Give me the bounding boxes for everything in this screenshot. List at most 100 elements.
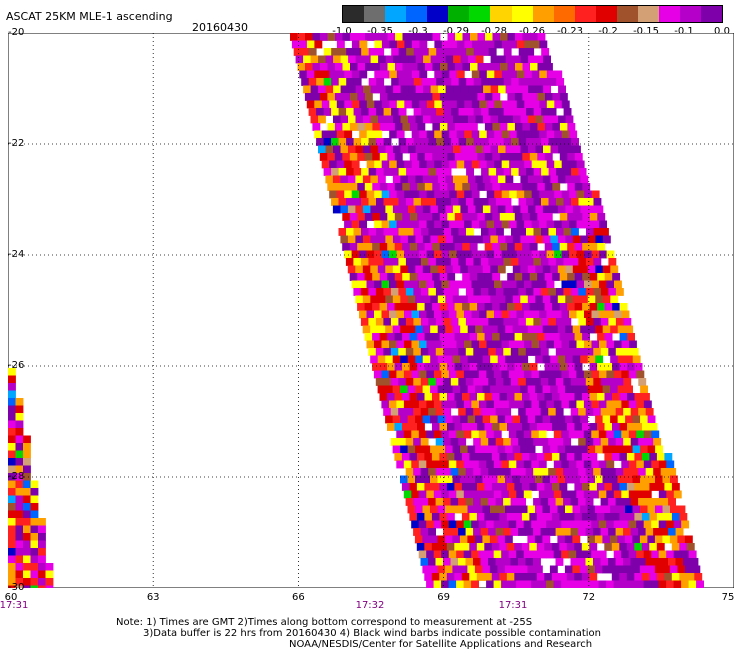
wind-cell (619, 573, 628, 581)
wind-cell (559, 483, 568, 491)
wind-cell (353, 48, 362, 56)
wind-cell (413, 348, 422, 356)
wind-cell (391, 228, 399, 236)
wind-cell (531, 520, 540, 529)
wind-cell (486, 430, 495, 439)
wind-cell (359, 190, 368, 199)
wind-cell (446, 513, 455, 521)
wind-cell (331, 198, 339, 206)
wind-cell (497, 325, 506, 334)
wind-cell (23, 450, 31, 459)
wind-cell (565, 145, 574, 154)
wind-cell (389, 190, 398, 199)
wind-cell (441, 40, 450, 49)
wind-cell (415, 415, 423, 424)
wind-cell (534, 535, 543, 544)
wind-cell (380, 63, 388, 71)
wind-cell (497, 385, 506, 394)
wind-cell (574, 153, 583, 161)
wind-cell (578, 198, 587, 206)
wind-cell (604, 513, 613, 521)
wind-cell (531, 310, 540, 319)
wind-cell (595, 355, 604, 364)
wind-cell (320, 63, 328, 71)
wind-cell (544, 543, 553, 551)
wind-cell (681, 550, 690, 559)
wind-cell (349, 273, 358, 281)
wind-cell (546, 400, 555, 409)
wind-cell (449, 70, 458, 79)
wind-cell (613, 490, 622, 499)
wind-cell (529, 123, 538, 131)
wind-cell (453, 145, 461, 154)
wind-cell (23, 510, 31, 519)
wind-cell (450, 378, 459, 386)
wind-cell (368, 318, 377, 326)
wind-cell (574, 333, 583, 341)
wind-cell (621, 310, 630, 319)
wind-cell (353, 138, 362, 146)
wind-cell (688, 550, 697, 559)
wind-cell (643, 430, 652, 439)
wind-cell (408, 115, 416, 124)
wind-cell (501, 190, 510, 199)
wind-cell (338, 108, 347, 116)
wind-cell (422, 535, 431, 544)
wind-cell (439, 303, 448, 311)
wind-cell (413, 168, 422, 176)
wind-cell (522, 183, 531, 191)
wind-cell (488, 108, 497, 116)
wind-cell (589, 513, 598, 521)
wind-cell (501, 280, 510, 289)
wind-cell (381, 100, 390, 109)
wind-cell (580, 265, 589, 274)
wind-cell (419, 190, 428, 199)
wind-cell (424, 453, 433, 461)
wind-cell (636, 370, 645, 379)
wind-cell (475, 175, 484, 184)
wind-cell (537, 423, 545, 431)
wind-cell (465, 288, 474, 296)
wind-cell (439, 333, 448, 341)
wind-cell (602, 505, 611, 514)
wind-cell (454, 333, 463, 341)
wind-cell (413, 198, 422, 206)
wind-cell (634, 513, 643, 521)
wind-cell (464, 310, 472, 319)
wind-cell (445, 295, 454, 304)
wind-cell (402, 93, 411, 101)
wind-cell (471, 580, 479, 588)
wind-cell (492, 123, 501, 131)
wind-cell (437, 205, 446, 214)
wind-cell (580, 415, 588, 424)
wind-cell (310, 55, 319, 64)
wind-cell (608, 318, 617, 326)
wind-cell (473, 78, 482, 86)
wind-cell (561, 310, 570, 319)
wind-cell (641, 573, 650, 581)
wind-cell (421, 48, 430, 56)
wind-cell (660, 498, 669, 506)
wind-cell (651, 520, 660, 529)
wind-cell (490, 145, 499, 154)
wind-cell (656, 453, 665, 461)
wind-cell (512, 445, 521, 454)
wind-cell (336, 40, 345, 49)
wind-cell (482, 295, 491, 304)
wind-cell (619, 363, 628, 371)
wind-cell (565, 235, 574, 244)
wind-cell (508, 580, 517, 588)
wind-cell (486, 250, 495, 259)
wind-cell (490, 85, 499, 94)
wind-cell (552, 303, 560, 311)
wind-cell (585, 348, 594, 356)
colorbar-swatch (448, 6, 470, 22)
wind-cell (434, 130, 443, 139)
wind-cell (381, 190, 390, 199)
wind-cell (38, 578, 46, 586)
wind-cell (647, 565, 656, 574)
wind-cell (366, 190, 375, 199)
wind-cell (340, 235, 349, 244)
wind-cell (526, 228, 534, 236)
wind-cell (482, 325, 491, 334)
